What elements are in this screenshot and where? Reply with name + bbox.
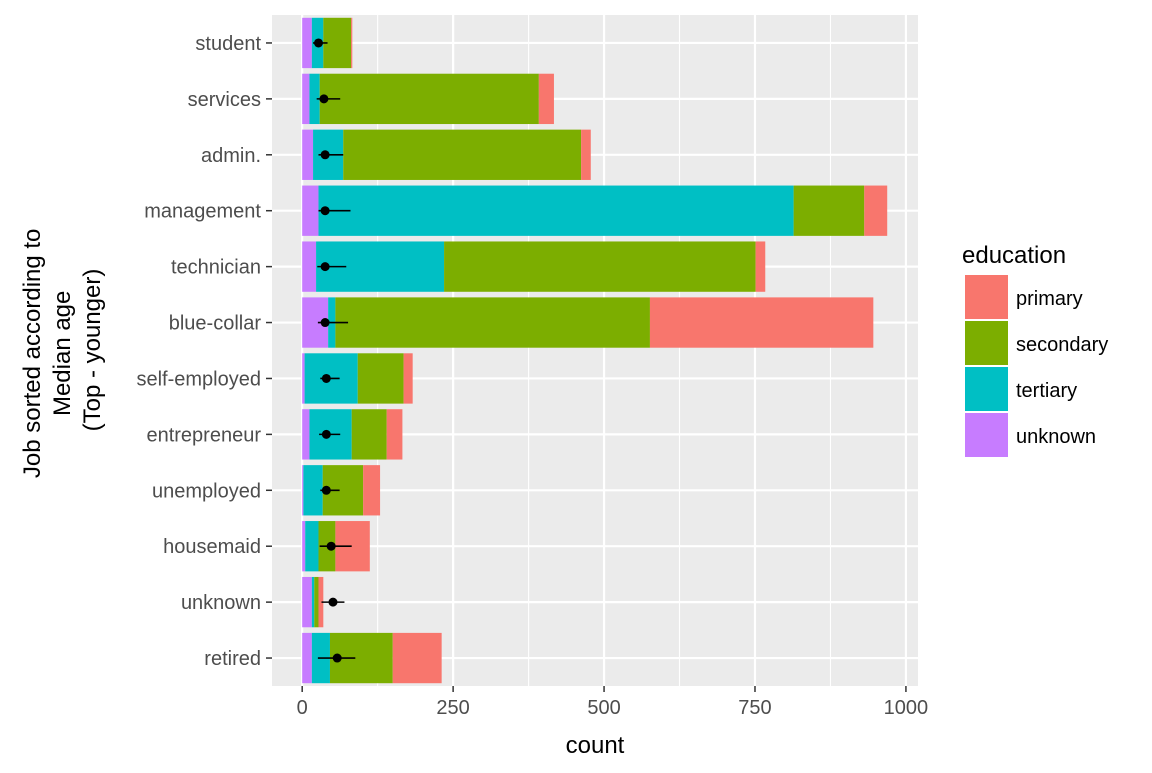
bar-unemployed-unknown <box>302 465 304 516</box>
bar-services-primary <box>538 73 554 125</box>
bar-self-employed-primary <box>403 353 413 404</box>
y-tick-label-technician: technician <box>171 257 261 279</box>
bar-blue-collar-primary <box>649 297 874 348</box>
median-points <box>313 38 356 663</box>
bar-management-secondary <box>793 185 865 236</box>
x-axis-title: count <box>566 732 625 759</box>
y-tick-label-student: student <box>195 33 261 55</box>
bar-housemaid-tertiary <box>305 521 319 572</box>
bar-unknown-tertiary <box>311 576 315 628</box>
bar-management-unknown <box>302 185 319 236</box>
x-tick-label-0: 0 <box>297 697 308 719</box>
legend-label-tertiary: tertiary <box>1016 380 1077 402</box>
y-tick-label-unknown: unknown <box>181 592 261 614</box>
bar-retired-unknown <box>302 632 312 684</box>
bar-retired-primary <box>392 632 442 684</box>
bar-entrepreneur-secondary <box>351 409 387 460</box>
median-point-self-employed <box>321 373 331 383</box>
bar-management-tertiary <box>318 185 794 236</box>
median-point-unemployed <box>321 485 331 495</box>
bar-services-unknown <box>302 73 310 125</box>
median-point-housemaid <box>326 541 336 551</box>
median-point-unknown <box>328 597 338 607</box>
y-tick-label-retired: retired <box>204 648 261 670</box>
legend-key-tertiary <box>965 367 1008 411</box>
bar-technician-secondary <box>444 241 756 292</box>
x-tick-label-1: 250 <box>436 697 469 719</box>
bar-services-tertiary <box>309 73 320 125</box>
bar-student-unknown <box>302 17 312 69</box>
bar-unemployed-primary <box>363 465 381 516</box>
legend: education primary secondary tertiary unknow… <box>962 242 1108 457</box>
median-point-management <box>320 206 330 216</box>
bar-student-primary <box>351 17 353 69</box>
x-tick-label-2: 500 <box>587 697 620 719</box>
median-point-retired <box>332 653 342 663</box>
bar-self-employed-secondary <box>357 353 404 404</box>
x-axis: 0 250 500 750 1000 <box>297 686 929 719</box>
y-tick-label-self-employed: self-employed <box>136 368 261 390</box>
y-tick-label-unemployed: unemployed <box>152 480 261 502</box>
median-point-student <box>313 38 323 48</box>
y-axis-title-line-1: Job sorted according to <box>19 229 46 478</box>
bar-self-employed-unknown <box>302 353 305 404</box>
bar-unknown-unknown <box>302 576 312 628</box>
bar-unknown-secondary <box>314 576 319 628</box>
bar-unemployed-tertiary <box>303 465 323 516</box>
bar-entrepreneur-unknown <box>302 409 310 460</box>
y-tick-label-management: management <box>144 201 261 223</box>
bar-entrepreneur-primary <box>386 409 403 460</box>
median-point-technician <box>320 262 330 272</box>
x-tick-label-4: 1000 <box>884 697 929 719</box>
bar-blue-collar-secondary <box>335 297 650 348</box>
bar-technician-primary <box>755 241 766 292</box>
y-axis-title-line-2: Median age <box>49 291 76 416</box>
y-tick-label-blue-collar: blue-collar <box>169 313 262 335</box>
bar-admin-secondary <box>343 129 582 180</box>
legend-title: education <box>962 242 1066 269</box>
plot-panel <box>272 15 918 686</box>
legend-label-primary: primary <box>1016 288 1083 310</box>
median-point-admin <box>320 150 330 160</box>
y-axis: student services admin. management technicia… <box>136 33 272 670</box>
y-tick-label-entrepreneur: entrepreneur <box>146 424 261 446</box>
bar-unknown-primary <box>318 576 324 628</box>
x-tick-label-3: 750 <box>738 697 771 719</box>
bar-technician-unknown <box>302 241 317 292</box>
bar-services-secondary <box>319 73 539 125</box>
legend-key-primary <box>965 275 1008 319</box>
bar-student-secondary <box>323 17 352 69</box>
y-tick-label-services: services <box>188 89 261 111</box>
y-tick-label-admin: admin. <box>201 145 261 167</box>
bar-admin-primary <box>581 129 591 180</box>
y-tick-label-housemaid: housemaid <box>163 536 261 558</box>
median-point-entrepreneur <box>321 429 331 439</box>
median-point-blue-collar <box>320 318 330 328</box>
bar-admin-unknown <box>302 129 314 180</box>
bar-housemaid-unknown <box>302 521 306 572</box>
y-axis-title-line-3: (Top - younger) <box>79 269 106 432</box>
legend-key-unknown <box>965 413 1008 457</box>
legend-key-secondary <box>965 321 1008 365</box>
legend-label-secondary: secondary <box>1016 334 1108 356</box>
bar-management-primary <box>864 185 888 236</box>
legend-label-unknown: unknown <box>1016 426 1096 448</box>
y-axis-title: Job sorted according to Median age (Top … <box>19 222 106 478</box>
median-point-services <box>319 94 329 104</box>
